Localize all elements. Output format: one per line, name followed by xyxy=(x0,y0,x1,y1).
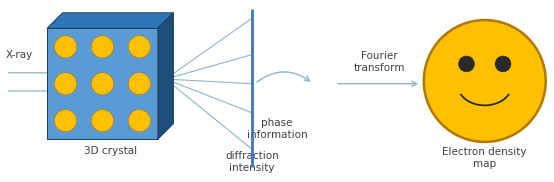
Ellipse shape xyxy=(91,110,114,132)
Ellipse shape xyxy=(459,56,474,72)
Text: Electron density
map: Electron density map xyxy=(443,147,527,169)
Ellipse shape xyxy=(54,36,76,58)
Ellipse shape xyxy=(129,36,151,58)
Text: 3D crystal: 3D crystal xyxy=(84,146,137,156)
Ellipse shape xyxy=(54,73,76,95)
Polygon shape xyxy=(47,28,158,139)
Text: X-ray: X-ray xyxy=(6,50,33,60)
Text: phase
information: phase information xyxy=(247,118,307,140)
Ellipse shape xyxy=(91,73,114,95)
Ellipse shape xyxy=(424,20,546,142)
Text: diffraction
intensity: diffraction intensity xyxy=(225,151,279,173)
Ellipse shape xyxy=(129,73,151,95)
Ellipse shape xyxy=(495,56,511,72)
Text: Fourier
transform: Fourier transform xyxy=(354,51,405,73)
Ellipse shape xyxy=(54,110,76,132)
Polygon shape xyxy=(47,13,173,28)
Polygon shape xyxy=(158,13,173,139)
Ellipse shape xyxy=(91,36,114,58)
Ellipse shape xyxy=(129,110,151,132)
